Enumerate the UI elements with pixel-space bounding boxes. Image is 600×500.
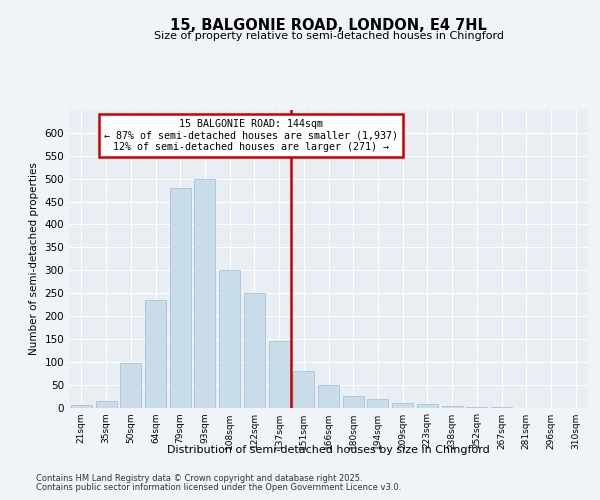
Bar — [343, 396, 364, 407]
Bar — [170, 188, 191, 408]
Bar — [120, 363, 141, 408]
Text: 15, BALGONIE ROAD, LONDON, E4 7HL: 15, BALGONIE ROAD, LONDON, E4 7HL — [170, 18, 487, 32]
Text: Distribution of semi-detached houses by size in Chingford: Distribution of semi-detached houses by … — [167, 445, 490, 455]
Bar — [244, 293, 265, 408]
Bar — [194, 178, 215, 408]
Bar — [219, 270, 240, 407]
Text: Size of property relative to semi-detached houses in Chingford: Size of property relative to semi-detach… — [154, 31, 504, 41]
Text: Contains HM Land Registry data © Crown copyright and database right 2025.: Contains HM Land Registry data © Crown c… — [36, 474, 362, 483]
Bar — [269, 341, 290, 407]
Bar — [71, 405, 92, 407]
Bar — [293, 371, 314, 408]
Y-axis label: Number of semi-detached properties: Number of semi-detached properties — [29, 162, 39, 355]
Bar — [466, 406, 487, 408]
Bar — [417, 404, 438, 407]
Bar — [95, 400, 116, 407]
Bar — [318, 384, 339, 407]
Bar — [442, 406, 463, 407]
Text: 15 BALGONIE ROAD: 144sqm
← 87% of semi-detached houses are smaller (1,937)
12% o: 15 BALGONIE ROAD: 144sqm ← 87% of semi-d… — [104, 119, 398, 152]
Bar — [392, 403, 413, 407]
Text: Contains public sector information licensed under the Open Government Licence v3: Contains public sector information licen… — [36, 483, 401, 492]
Bar — [367, 400, 388, 407]
Bar — [145, 300, 166, 408]
